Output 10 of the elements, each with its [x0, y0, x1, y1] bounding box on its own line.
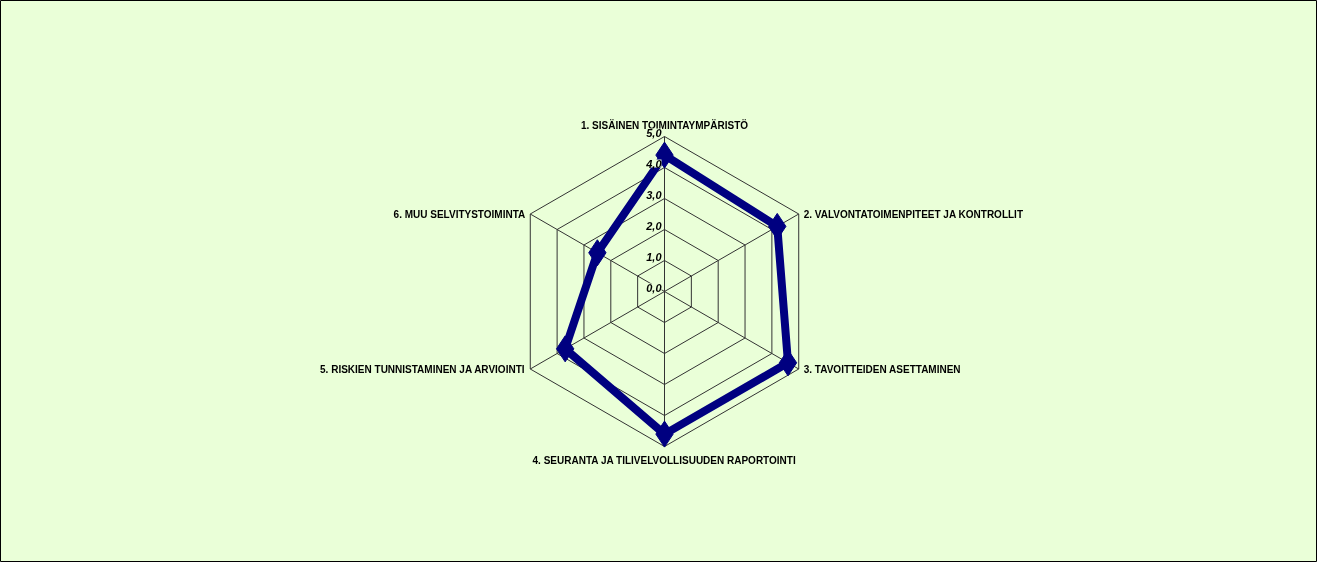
y-tick-label: 2,0 — [645, 219, 663, 232]
spoke-label: 4. SEURANTA JA TILIVELVOLLISUUDEN RAPORTOINTI — [532, 454, 796, 466]
spoke-label: 3. TAVOITTEIDEN ASETTAMINEN — [803, 363, 961, 375]
spoke-label: 2. VALVONTATOIMENPITEET JA KONTROLLIT — [803, 208, 1023, 220]
spoke-label: 5. RISKIEN TUNNISTAMINEN JA ARVIOINTI — [320, 363, 525, 375]
spoke-label: 6. MUU SELVITYSTOIMINTA — [393, 208, 526, 220]
y-tick-label: 0,0 — [646, 281, 663, 294]
y-tick-label: 3,0 — [646, 188, 663, 201]
y-tick-label: 4,0 — [645, 157, 663, 170]
y-tick-label: 1,0 — [646, 250, 663, 263]
